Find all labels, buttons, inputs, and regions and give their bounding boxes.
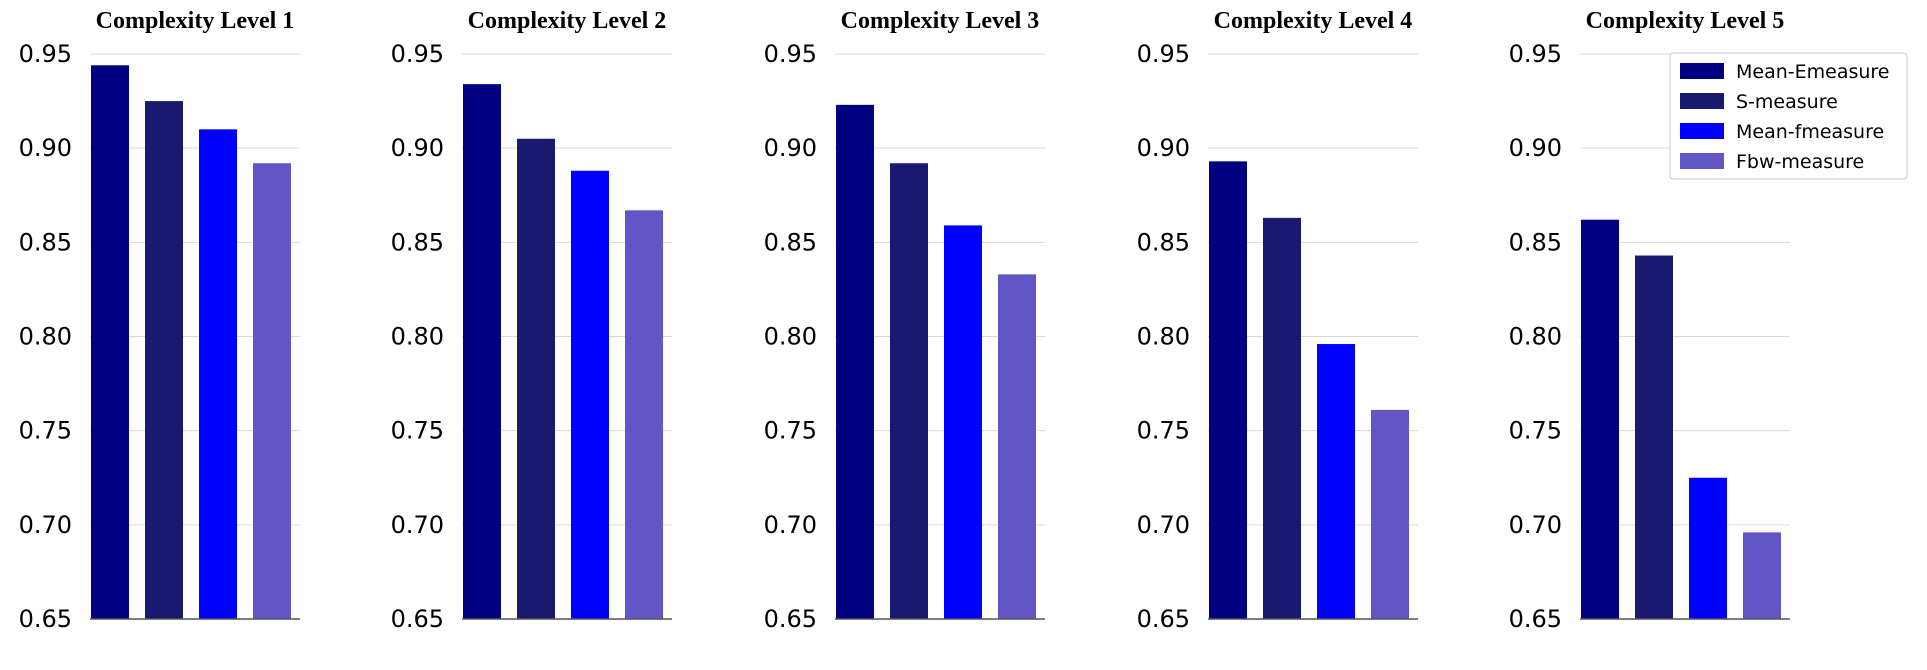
y-tick-label: 0.80	[19, 323, 72, 351]
panel-title: Complexity Level 1	[96, 8, 295, 34]
legend-swatch	[1680, 153, 1724, 169]
bar-mean-emeasure	[91, 65, 129, 620]
y-tick-label: 0.65	[391, 605, 444, 633]
bar-fbw-measure	[625, 210, 663, 620]
chart-panel-1: Complexity Level 1 0.95 0.90 0.85 0.80 0.75 0.…	[19, 8, 300, 633]
y-tick-label: 0.80	[1137, 323, 1190, 351]
y-tick-label: 0.80	[764, 323, 817, 351]
y-tick-label: 0.75	[1137, 417, 1190, 445]
legend-label: Mean-Emeasure	[1736, 61, 1890, 83]
legend-label: Fbw-measure	[1736, 151, 1864, 173]
legend-label: Mean-fmeasure	[1736, 121, 1884, 143]
y-tick-label: 0.85	[391, 228, 444, 256]
y-tick-label: 0.80	[391, 323, 444, 351]
y-tick-label: 0.90	[391, 134, 444, 162]
y-tick-label: 0.65	[1509, 605, 1562, 633]
bar-mean-fmeasure	[1317, 344, 1355, 619]
y-tick-label: 0.85	[1137, 228, 1190, 256]
legend-swatch	[1680, 93, 1724, 109]
y-tick-label: 0.70	[1509, 511, 1562, 539]
y-tick-label: 0.90	[19, 134, 72, 162]
legend-swatch	[1680, 123, 1724, 139]
y-tick-label: 0.70	[764, 511, 817, 539]
chart-legend: Mean-Emeasure S-measure Mean-fmeasure Fbw-m…	[1669, 52, 1908, 180]
y-tick-label: 0.95	[391, 40, 444, 68]
bar-fbw-measure	[998, 274, 1036, 619]
bar-mean-fmeasure	[944, 225, 982, 619]
y-tick-label: 0.95	[1137, 40, 1190, 68]
bar-mean-fmeasure	[1689, 477, 1727, 619]
y-tick-label: 0.75	[1509, 417, 1562, 445]
panel-title: Complexity Level 5	[1586, 8, 1785, 34]
bar-mean-fmeasure	[571, 170, 609, 619]
bar-fbw-measure	[253, 163, 291, 619]
bar-mean-emeasure	[463, 84, 501, 620]
y-tick-label: 0.90	[1509, 134, 1562, 162]
bar-s-measure	[1263, 217, 1301, 619]
y-tick-label: 0.85	[1509, 228, 1562, 256]
panel-title: Complexity Level 4	[1214, 8, 1413, 34]
bar-mean-emeasure	[1581, 219, 1619, 619]
y-tick-label: 0.95	[1509, 40, 1562, 68]
chart-panel-4: Complexity Level 4 0.95 0.90 0.85 0.80 0.75 0.…	[1137, 8, 1418, 633]
bar-s-measure	[145, 101, 183, 620]
y-tick-label: 0.80	[1509, 323, 1562, 351]
panel-title: Complexity Level 2	[468, 8, 667, 34]
y-tick-label: 0.90	[764, 134, 817, 162]
y-tick-label: 0.70	[1137, 511, 1190, 539]
panel-title: Complexity Level 3	[841, 8, 1040, 34]
y-tick-label: 0.65	[1137, 605, 1190, 633]
y-tick-label: 0.75	[19, 417, 72, 445]
bar-mean-fmeasure	[199, 129, 237, 620]
legend-label: S-measure	[1736, 91, 1838, 113]
legend-box	[1669, 52, 1908, 180]
bar-mean-emeasure	[1209, 161, 1247, 619]
y-tick-label: 0.85	[764, 228, 817, 256]
bar-fbw-measure	[1371, 409, 1409, 619]
y-tick-label: 0.85	[19, 228, 72, 256]
bar-s-measure	[890, 163, 928, 619]
bar-mean-emeasure	[836, 104, 874, 620]
y-tick-label: 0.95	[19, 40, 72, 68]
chart-panel-5: Complexity Level 5 0.95 0.90 0.85 0.80 0.75 0.…	[1509, 8, 1790, 633]
y-tick-label: 0.65	[19, 605, 72, 633]
chart-panel-2: Complexity Level 2 0.95 0.90 0.85 0.80 0.75 0.…	[391, 8, 672, 633]
y-tick-label: 0.95	[764, 40, 817, 68]
bar-s-measure	[517, 138, 555, 619]
y-tick-label: 0.75	[764, 417, 817, 445]
bar-s-measure	[1635, 255, 1673, 619]
legend-swatch	[1680, 63, 1724, 79]
y-tick-label: 0.75	[391, 417, 444, 445]
y-tick-label: 0.65	[764, 605, 817, 633]
y-tick-label: 0.70	[19, 511, 72, 539]
chart-panel-3: Complexity Level 3 0.95 0.90 0.85 0.80 0.75 0.…	[764, 8, 1045, 633]
y-tick-label: 0.90	[1137, 134, 1190, 162]
y-tick-label: 0.70	[391, 511, 444, 539]
bar-fbw-measure	[1743, 532, 1781, 619]
